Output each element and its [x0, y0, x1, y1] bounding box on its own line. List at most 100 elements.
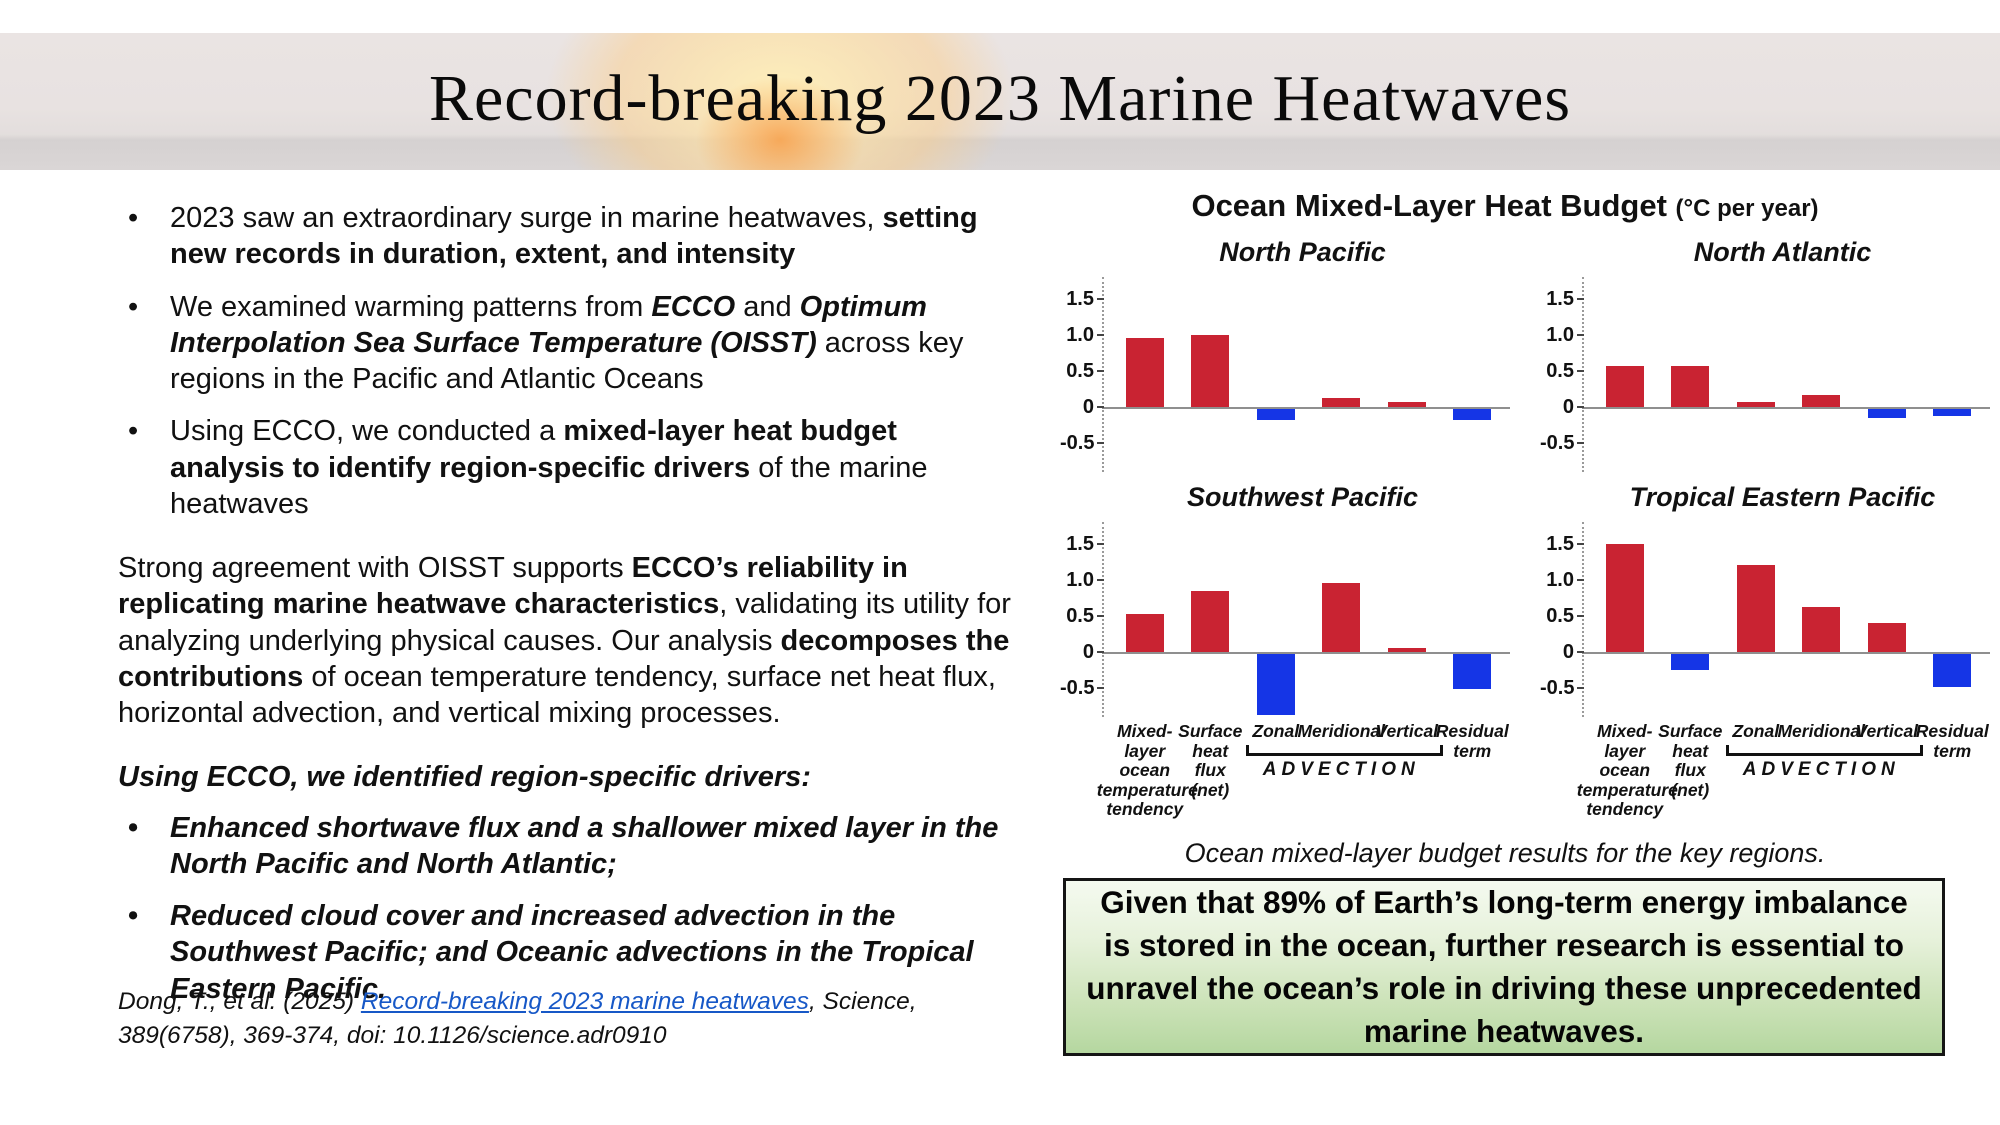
zero-line	[1102, 652, 1510, 654]
y-tick-mark	[1097, 578, 1104, 581]
bar	[1933, 409, 1972, 417]
y-tick-label: 1.5	[1066, 287, 1094, 310]
citation: Dong, T., et al. (2025) Record-breaking …	[118, 988, 917, 1049]
chart-panel-tropical-eastern-pacific: Tropical Eastern Pacific 1.5 1.0 0.5 0 -0.5	[1540, 482, 1992, 717]
y-tick-label: 1.0	[1546, 568, 1574, 591]
bar	[1802, 394, 1841, 407]
y-tick-mark	[1577, 442, 1584, 445]
y-tick-label: -0.5	[1540, 432, 1575, 455]
zero-line	[1582, 407, 1990, 409]
y-tick-label: 1.5	[1066, 532, 1094, 555]
x-axis-category-label: Mixed-layer ocean temperature tendency	[1096, 721, 1198, 820]
citation-link[interactable]: Record-breaking 2023 marine heatwaves	[360, 988, 809, 1015]
banner-background-image: Record-breaking 2023 Marine Heatwaves	[0, 33, 2000, 170]
page-title: Record-breaking 2023 Marine Heatwaves	[428, 62, 1572, 135]
advection-label: ADVECTION	[1742, 759, 1900, 780]
x-axis-category-label: Vertical	[1375, 721, 1439, 741]
chart-plot-area: 1.5 1.0 0.5 0 -0.5	[1060, 522, 1512, 717]
bar	[1322, 583, 1361, 652]
conclusion-text: Given that 89% of Earth’s long-term ener…	[1086, 883, 1922, 1050]
y-tick-label: 0.5	[1066, 359, 1094, 382]
chart-plot-area: 1.5 1.0 0.5 0 -0.5	[1540, 522, 1992, 717]
bar	[1322, 397, 1361, 407]
y-tick-mark	[1577, 614, 1584, 617]
y-tick-mark	[1577, 297, 1584, 300]
x-axis-category-label: Vertical	[1855, 721, 1919, 741]
chart-x-axis-labels: Mixed-layer ocean temperature tendency Su…	[1540, 721, 1992, 832]
bar	[1125, 338, 1164, 407]
bar	[1605, 365, 1644, 407]
y-tick-label: 0.5	[1066, 604, 1094, 627]
chart-title-text: Ocean Mixed-Layer Heat Budget	[1191, 188, 1667, 223]
chart-region-title: Tropical Eastern Pacific	[1629, 482, 1936, 512]
chart-region-title: North Pacific	[1219, 237, 1386, 267]
y-tick-mark	[1097, 406, 1104, 408]
y-tick-mark	[1577, 651, 1584, 653]
chart-plot-area: 1.5 1.0 0.5 0 -0.5	[1540, 277, 1992, 472]
chart-panel-southwest-pacific: Southwest Pacific 1.5 1.0 0.5 0 -0.5	[1060, 482, 1512, 717]
x-axis-category-label: Meridional	[1777, 721, 1865, 741]
x-axis-category-label: Surface heat flux (net)	[1178, 721, 1243, 800]
y-axis-line	[1582, 277, 1584, 472]
chart-title-unit: (°C per year)	[1675, 195, 1819, 222]
y-axis-line	[1102, 522, 1104, 717]
y-tick-mark	[1577, 578, 1584, 581]
conclusion-callout-box: Given that 89% of Earth’s long-term ener…	[1063, 878, 1945, 1056]
chart-region-title: North Atlantic	[1693, 237, 1872, 267]
y-axis-line	[1582, 522, 1584, 717]
chart-x-axis-labels: Mixed-layer ocean temperature tendency Su…	[1060, 721, 1512, 832]
drivers-heading: Using ECCO, we identified region-specifi…	[118, 761, 811, 794]
bar	[1387, 648, 1426, 652]
bar	[1867, 623, 1906, 652]
bar	[1736, 401, 1775, 407]
y-tick-label: 0	[1082, 396, 1094, 418]
bar	[1933, 654, 1972, 687]
summary-text-column: 2023 saw an extraordinary surge in marin…	[118, 200, 1016, 1023]
analysis-paragraph: Strong agreement with OISST supports ECC…	[118, 552, 1011, 729]
y-tick-mark	[1097, 687, 1104, 690]
bar	[1387, 401, 1426, 407]
y-tick-mark	[1577, 687, 1584, 690]
y-tick-mark	[1097, 542, 1104, 545]
chart-panel-north-atlantic: North Atlantic 1.5 1.0 0.5 0 -0.5	[1540, 237, 1992, 472]
y-tick-label: 0	[1562, 396, 1574, 418]
bar	[1256, 409, 1295, 420]
zero-line	[1582, 652, 1990, 654]
bar	[1802, 607, 1841, 652]
bar	[1605, 543, 1644, 652]
y-tick-label: 0	[1082, 641, 1094, 663]
bullet-item: We examined warming patterns from ECCO a…	[118, 289, 1016, 398]
y-tick-label: 0.5	[1546, 604, 1574, 627]
x-axis-category-label: Zonal	[1732, 721, 1780, 741]
x-axis-category-label: Mixed-layer ocean temperature tendency	[1576, 721, 1678, 820]
x-axis-category-label: Residual term	[1915, 721, 1989, 761]
advection-bracket	[1725, 745, 1923, 756]
y-tick-label: 1.0	[1066, 323, 1094, 346]
y-tick-mark	[1577, 542, 1584, 545]
chart-panel-north-pacific: North Pacific 1.5 1.0 0.5 0 -0.5	[1060, 237, 1512, 472]
driver-bullet-item: Reduced cloud cover and increased advect…	[118, 898, 1016, 1007]
y-tick-label: -0.5	[1060, 677, 1095, 700]
y-tick-label: 1.5	[1546, 532, 1574, 555]
bar	[1736, 565, 1775, 652]
y-tick-mark	[1097, 333, 1104, 336]
bullet-item: Using ECCO, we conducted a mixed-layer h…	[118, 413, 1016, 522]
bar	[1125, 613, 1164, 652]
bullet-item: 2023 saw an extraordinary surge in marin…	[118, 200, 1016, 273]
x-axis-category-label: Zonal	[1252, 721, 1300, 741]
y-tick-mark	[1097, 614, 1104, 617]
zero-line	[1102, 407, 1510, 409]
chart-region-title: Southwest Pacific	[1186, 482, 1419, 512]
y-tick-label: 0	[1562, 641, 1574, 663]
chart-caption: Ocean mixed-layer budget results for the…	[1184, 838, 1826, 868]
y-tick-mark	[1097, 651, 1104, 653]
driver-bullet-item: Enhanced shortwave flux and a shallower …	[118, 810, 1016, 883]
bar	[1671, 365, 1710, 407]
chart-plot-area: 1.5 1.0 0.5 0 -0.5	[1060, 277, 1512, 472]
y-tick-mark	[1097, 369, 1104, 372]
bar	[1867, 409, 1906, 418]
x-axis-category-label: Surface heat flux (net)	[1658, 721, 1723, 800]
bar	[1256, 654, 1295, 716]
bar	[1453, 409, 1492, 420]
